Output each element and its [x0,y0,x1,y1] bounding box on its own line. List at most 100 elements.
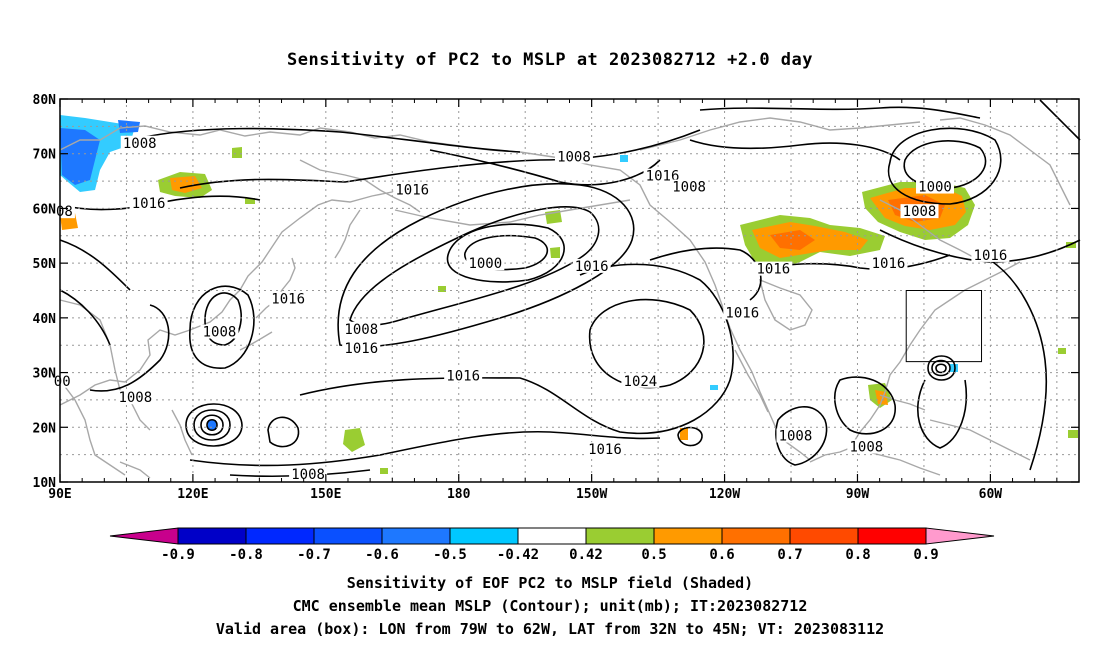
lat-label: 60N [33,202,57,217]
coastlines [59,117,1071,479]
contour-label-bg [342,321,381,336]
page-title: Sensitivity of PC2 to MSLP at 2023082712… [286,50,813,70]
contour-label: 1008 [672,180,706,196]
shade-blue-typhoon [208,420,216,430]
mslp-contours [59,99,1081,477]
lat-label: 40N [33,312,57,327]
contour-label-bg [971,247,1010,262]
coastline-alaska [519,151,811,461]
coastline-japan-south [239,331,273,351]
contour-label-bg [847,439,886,454]
contour-label: 1016 [725,305,759,321]
contour-alaska-1016 [649,247,762,301]
contour-label-bg [572,258,611,273]
contour-top-right [1039,99,1081,141]
contour-1008-bering [429,149,661,186]
colorbar-label: 0.8 [845,547,870,563]
shade-darkorange-hudson [770,230,815,250]
shade-green-small1 [232,147,242,158]
colorbar-bin [789,527,859,545]
colorbar-bin [313,527,383,545]
contour-label: 1008 [849,439,883,455]
contour-low-1016-arc [337,182,635,348]
shade-green-small10 [245,198,255,204]
colorbar-low-triangle [109,527,179,545]
colorbar-label: 0.7 [777,547,802,563]
contour-label-bg [643,168,682,183]
colorbar-label: -0.7 [297,547,331,563]
contour-label-bg [53,204,75,219]
contour-label: 1016 [872,256,906,272]
lat-label: 70N [33,148,57,163]
colorbar-label: 0.6 [709,547,734,563]
contour-label: 1024 [624,374,658,390]
contour-japan-low-2 [189,285,255,369]
colorbar-label: -0.8 [229,547,263,563]
contour-label: 1008 [123,136,157,152]
colorbar-label: 0.9 [913,547,938,563]
contour-label: 1016 [974,248,1008,264]
contour-label: 1008 [903,204,937,220]
colorbar-bin [857,527,927,545]
shade-green-small5 [438,286,446,292]
colorbar-label: -0.6 [365,547,399,563]
coastline-philippines [171,409,193,456]
colorbar-label: -0.5 [433,547,467,563]
lon-label: 150W [576,487,607,502]
coastline-labrador [879,199,976,259]
contour-greenland-1000-1 [903,140,987,189]
contour-label-bg [670,179,709,194]
coastline-kamchatka [334,209,361,259]
contour-label: 1016 [344,341,378,357]
contour-label: 1008 [203,325,237,341]
lon-label: 150E [310,487,341,502]
contour-label-bg [900,204,939,219]
contour-label-bg [776,428,815,443]
contour-label: 1016 [588,442,622,458]
caption-shading: Sensitivity of EOF PC2 to MSLP field (Sh… [346,574,754,592]
coastline-baja [734,349,769,413]
contour-label-bg [754,261,793,276]
contour-atl-low-1 [935,363,947,374]
coastline-greenland [939,117,1071,206]
contour-atl-low-3 [927,355,956,381]
contour-label: 00 [54,374,71,390]
colorbar-label: -0.42 [497,547,539,563]
coastline-siberia [299,159,421,213]
contour-label-bg [129,195,168,210]
contour-typhoon-4 [185,403,243,447]
contour-label-bg [116,390,155,405]
lon-label: 90W [846,487,870,502]
lon-label: 120W [709,487,740,502]
contour-typhoon-1 [206,418,218,432]
shade-green-small3 [550,247,560,258]
coastline-japan [255,257,296,319]
contour-japan-low-1 [204,292,242,346]
contour-label-bg [916,179,955,194]
coastline-borneo [119,461,151,479]
contour-label-bg [621,373,660,388]
contour-label: 1008 [118,390,152,406]
shade-green-small4 [343,428,365,452]
contour-1008-mexico [775,406,828,466]
contour-label-bg [200,324,239,339]
lat-label: 80N [33,93,57,108]
colorbar-bin [381,527,451,545]
contour-label-bg [393,182,432,197]
contour-labels: 1008 1008 1016 1016 1008 1016 1000 1008 1000 1016… [51,135,1010,483]
coastline-aleutians [394,199,631,226]
valid-area-box [905,290,983,363]
shade-blue-small9 [620,155,628,162]
contour-low-1000-ring2 [446,223,565,283]
contour-label: 1008 [779,428,813,444]
shade-blue-atl [950,364,958,372]
colorbar-label: 0.42 [569,547,603,563]
coastline-caribbean [929,419,1031,461]
contour-1016-south [189,430,661,467]
shade-blue-west-core [60,128,100,185]
contour-greenland-1000-2 [887,127,1002,205]
colorbar: -0.9 -0.8 -0.7 -0.6 -0.5 -0.42 0.42 0.5 0.6 0.7 0.… [109,527,995,563]
shade-green-small6 [1068,430,1078,438]
